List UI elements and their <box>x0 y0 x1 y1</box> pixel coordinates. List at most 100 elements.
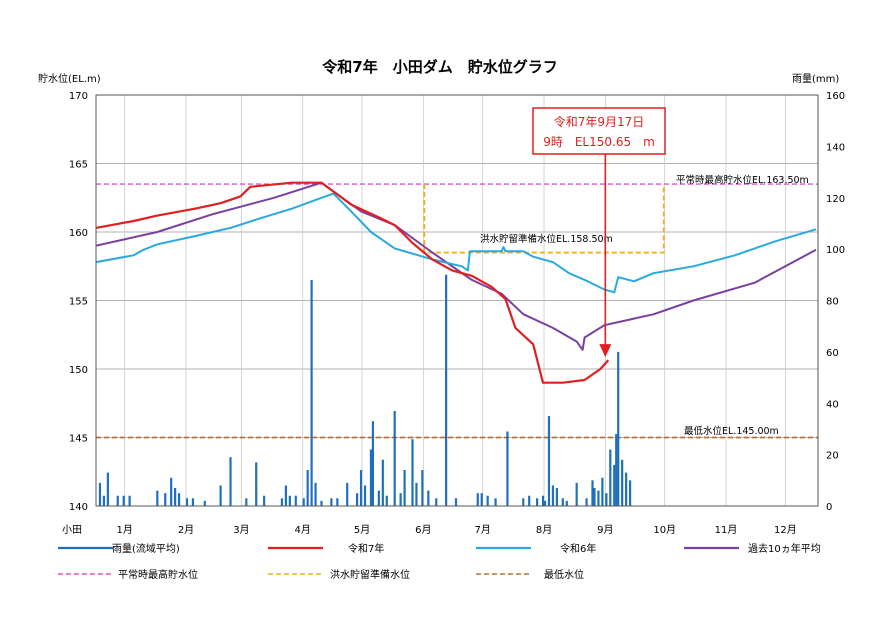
rain-bar <box>320 500 323 506</box>
legend-label-rain: 雨量(流域平均) <box>112 542 180 555</box>
right-tick-label: 80 <box>826 297 839 308</box>
month-label: 1月 <box>116 524 132 536</box>
right-tick-label: 40 <box>826 399 839 410</box>
rain-bar <box>177 493 181 506</box>
left-tick-label: 145 <box>69 434 88 445</box>
rain-bar <box>314 482 317 506</box>
left-tick-label: 150 <box>69 365 88 376</box>
legend-label-r7: 令和7年 <box>348 542 384 555</box>
rain-bar <box>106 472 109 506</box>
x-axis-row-label: 小田 <box>62 524 82 536</box>
right-tick-label: 0 <box>826 502 832 513</box>
month-label: 5月 <box>354 524 370 536</box>
left-tick-label: 140 <box>69 502 88 513</box>
rain-bar <box>381 459 384 506</box>
legend-label-normal_max: 平常時最高貯水位 <box>118 568 198 581</box>
rain-bar <box>346 482 349 506</box>
rain-bar <box>98 482 102 506</box>
right-tick-label: 140 <box>826 142 845 153</box>
rain-bar <box>174 488 177 506</box>
rain-bar <box>435 498 438 506</box>
month-label: 7月 <box>475 524 491 536</box>
rain-bar <box>506 431 509 506</box>
rain-bar <box>421 470 424 506</box>
rain-bar <box>393 410 396 506</box>
month-label: 12月 <box>774 524 797 536</box>
rain-bar <box>288 495 291 506</box>
legend-label-flood: 洪水貯留準備水位 <box>330 568 410 581</box>
minimum-level-label: 最低水位EL.145.00m <box>684 425 779 437</box>
chart-title: 令和7年 小田ダム 貯水位グラフ <box>322 58 557 76</box>
month-label: 9月 <box>597 524 613 536</box>
rain-bar <box>621 459 624 506</box>
rain-bar <box>445 274 448 506</box>
annotation-arrow-head <box>599 344 612 358</box>
rain-bar <box>617 351 620 506</box>
rain-bar <box>371 421 375 506</box>
rain-bar <box>613 464 616 506</box>
right-tick-label: 100 <box>826 245 845 256</box>
annotation-line-1: 令和7年9月17日 <box>554 114 645 129</box>
left-tick-label: 170 <box>69 91 88 102</box>
annotation: 令和7年9月17日 9時 EL150.65 m <box>532 107 666 358</box>
rain-bar <box>294 495 297 506</box>
rain-bar <box>377 490 380 506</box>
rain-bar <box>284 485 287 506</box>
axes: 140 145 150 155 160 165 170 0 20 40 60 80 100 120 140 1… <box>69 91 845 536</box>
month-label: 3月 <box>233 524 249 536</box>
rain-bar <box>415 482 418 506</box>
rain-bar <box>385 495 388 506</box>
rain-bar <box>156 490 159 506</box>
rain-bar <box>363 485 367 506</box>
rain-bar <box>555 488 558 506</box>
rain-bar <box>628 480 632 506</box>
flood-reserve-line <box>423 184 665 254</box>
rain-bar <box>547 416 551 506</box>
level-series <box>95 181 817 384</box>
flood-reserve-label: 洪水貯留準備水位EL.158.50m <box>480 233 613 245</box>
rain-bar <box>609 449 612 506</box>
grid <box>96 94 818 507</box>
right-tick-label: 20 <box>826 451 839 462</box>
rain-bar <box>403 470 406 506</box>
rain-bar <box>122 495 125 506</box>
right-tick-label: 60 <box>826 348 839 359</box>
right-tick-label: 120 <box>826 194 845 205</box>
rain-bar <box>411 439 414 506</box>
left-tick-label: 160 <box>69 228 88 239</box>
rain-bar <box>565 500 568 506</box>
rain-bar <box>302 498 305 506</box>
rain-bar <box>399 493 402 506</box>
legend-label-min: 最低水位 <box>544 568 584 581</box>
annotation-box <box>532 107 666 155</box>
labels: 令和7年 小田ダム 貯水位グラフ 貯水位(EL.m) 雨量(mm) 小田 平常時… <box>38 58 839 536</box>
left-tick-label: 165 <box>69 160 88 171</box>
month-label: 11月 <box>715 524 738 536</box>
rain-bar <box>330 498 333 506</box>
rain-bar <box>191 498 195 506</box>
rain-bar <box>591 480 594 506</box>
rain-bar <box>280 498 284 506</box>
rain-bar <box>336 498 339 506</box>
rain-bar <box>480 493 483 506</box>
rain-bar <box>476 493 479 506</box>
month-label: 6月 <box>415 524 431 536</box>
month-label: 10月 <box>653 524 676 536</box>
annotation-line-2: 9時 EL150.65 m <box>543 135 655 149</box>
month-label: 2月 <box>178 524 194 536</box>
rain-bar <box>597 490 600 506</box>
rain-bar <box>601 477 604 506</box>
rain-bar <box>551 485 555 506</box>
series-line-r6 <box>95 192 817 294</box>
rain-bar <box>522 498 525 506</box>
legend-label-avg10: 過去10ヵ年平均 <box>748 542 821 555</box>
rain-bar <box>203 500 206 506</box>
rainfall-bars <box>98 274 632 506</box>
rain-bar <box>528 495 531 506</box>
rain-bar <box>229 457 232 506</box>
rain-bar <box>561 498 564 506</box>
rain-bar <box>575 482 578 506</box>
rain-bar <box>164 493 167 506</box>
